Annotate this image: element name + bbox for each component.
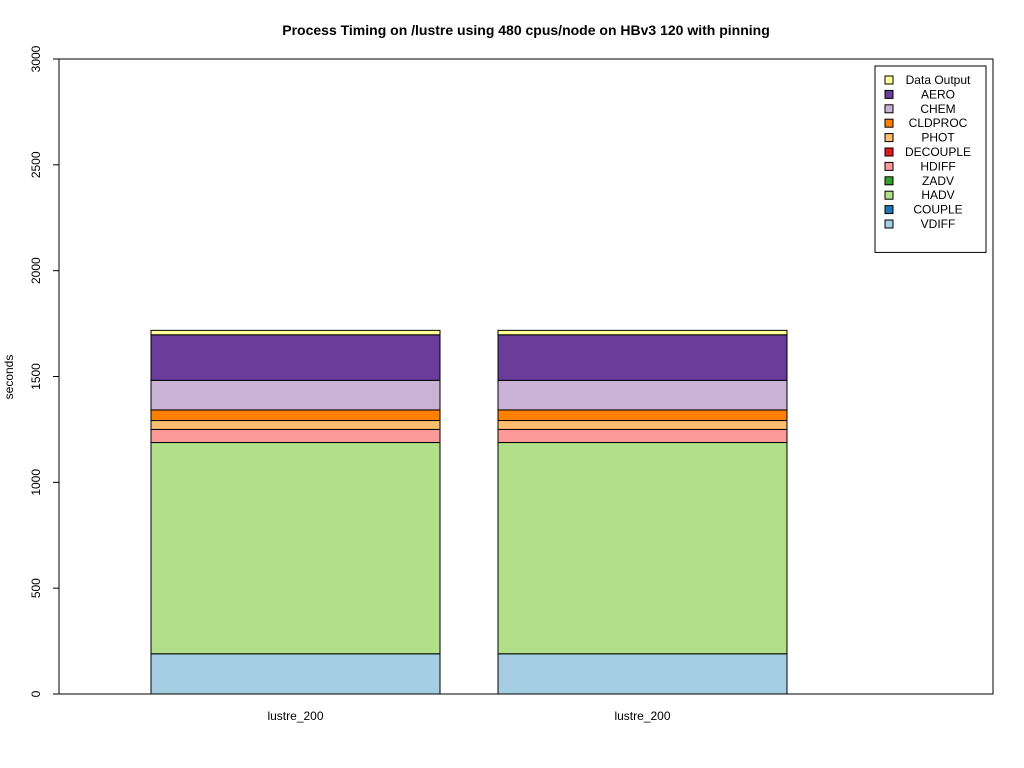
bar-segment-0-8: [150, 379, 441, 411]
legend-label-3: CLDPROC: [909, 116, 968, 130]
legend-label-9: COUPLE: [913, 203, 962, 217]
bar-segment-0-4: [150, 428, 441, 444]
legend-label-2: CHEM: [920, 102, 955, 116]
bar-segment-1-4: [497, 428, 788, 444]
bar-segment-0-0: [150, 653, 441, 695]
legend-label-8: HADV: [921, 188, 954, 202]
legend-swatch-6: [884, 161, 894, 171]
legend-swatch-5: [884, 147, 894, 157]
chart-title: Process Timing on /lustre using 480 cpus…: [282, 22, 770, 38]
legend: Data OutputAEROCHEMCLDPROCPHOTDECOUPLEHD…: [874, 65, 987, 253]
legend-label-4: PHOT: [921, 131, 955, 145]
bar-segment-1-10: [497, 329, 788, 336]
legend-label-5: DECOUPLE: [905, 145, 971, 159]
y-tick-label-6: 3000: [29, 45, 43, 72]
bar-segment-1-9: [497, 334, 788, 381]
legend-swatch-10: [884, 219, 894, 229]
legend-swatch-8: [884, 190, 894, 200]
legend-swatch-9: [884, 205, 894, 215]
y-tick-label-3: 1500: [29, 363, 43, 390]
legend-swatch-7: [884, 176, 894, 186]
x-tick-label-0: lustre_200: [267, 709, 323, 723]
y-tick-label-0: 0: [29, 690, 43, 697]
x-axis-labels: lustre_200 lustre_200: [267, 709, 670, 723]
y-tick-label-1: 500: [29, 578, 43, 598]
bar-segment-0-2: [150, 442, 441, 655]
bar-segment-1-0: [497, 653, 788, 695]
legend-label-10: VDIFF: [921, 217, 956, 231]
bar-segment-0-10: [150, 329, 441, 336]
bar-segment-1-6: [497, 420, 788, 430]
y-tick-label-2: 1000: [29, 469, 43, 496]
bar-segment-0-7: [150, 409, 441, 422]
legend-swatch-0: [884, 75, 894, 85]
x-tick-label-1: lustre_200: [614, 709, 670, 723]
bar-segment-1-8: [497, 379, 788, 411]
bar-segment-0-9: [150, 334, 441, 381]
y-axis: 0 500 1000 1500 2000 2500 3000: [29, 45, 60, 697]
legend-swatch-2: [884, 104, 894, 114]
bars: [150, 329, 788, 695]
legend-swatch-4: [884, 133, 894, 143]
y-tick-label-4: 2000: [29, 257, 43, 284]
legend-swatch-3: [884, 118, 894, 128]
legend-label-7: ZADV: [922, 174, 954, 188]
legend-label-6: HDIFF: [920, 159, 955, 173]
y-axis-label: seconds: [2, 355, 16, 400]
bar-segment-1-7: [497, 409, 788, 422]
legend-label-0: Data Output: [906, 73, 971, 87]
bar-segment-0-6: [150, 420, 441, 430]
y-tick-label-5: 2500: [29, 151, 43, 178]
legend-label-1: AERO: [921, 87, 955, 101]
bar-segment-1-2: [497, 442, 788, 655]
legend-swatch-1: [884, 89, 894, 99]
